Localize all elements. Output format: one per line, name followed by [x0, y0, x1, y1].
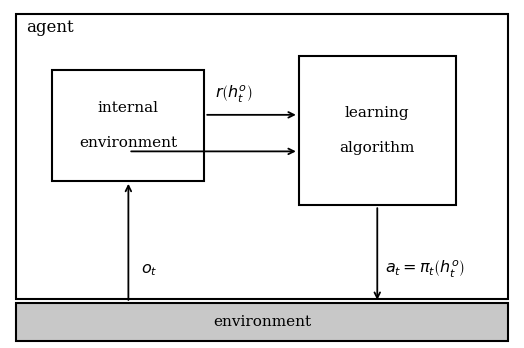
Text: $r\left(h_t^o\right)$: $r\left(h_t^o\right)$ [215, 84, 253, 104]
Text: agent: agent [26, 19, 74, 36]
Text: internal: internal [98, 101, 159, 115]
Text: environment: environment [213, 315, 311, 329]
Text: environment: environment [79, 136, 178, 150]
Bar [16, 14, 508, 299]
Text: $o_t$: $o_t$ [141, 262, 158, 278]
Bar [52, 70, 204, 181]
Bar [16, 303, 508, 341]
Text: learning: learning [345, 106, 410, 120]
Text: $a_t = \pi_t\left(h_t^o\right)$: $a_t = \pi_t\left(h_t^o\right)$ [385, 259, 465, 280]
Bar [299, 56, 456, 205]
Text: algorithm: algorithm [340, 141, 415, 155]
